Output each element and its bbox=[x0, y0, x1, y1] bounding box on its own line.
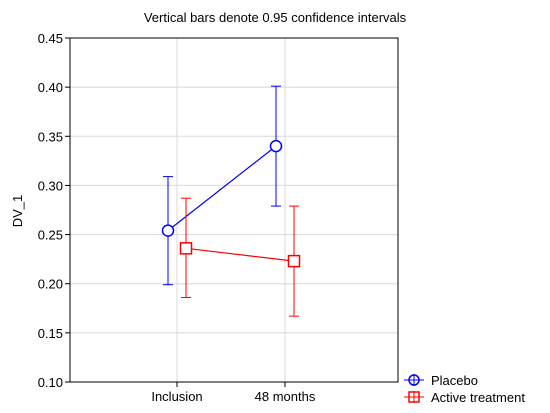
y-tick-label: 0.35 bbox=[38, 129, 63, 144]
data-point bbox=[161, 224, 175, 237]
data-point bbox=[179, 242, 193, 255]
plot-background bbox=[70, 38, 398, 382]
data-point bbox=[269, 139, 283, 153]
x-tick-label: Inclusion bbox=[151, 389, 202, 404]
chart-title: Vertical bars denote 0.95 confidence int… bbox=[144, 10, 407, 25]
y-tick-label: 0.10 bbox=[38, 375, 63, 390]
y-tick-label: 0.40 bbox=[38, 80, 63, 95]
legend-label: Placebo bbox=[431, 373, 478, 388]
data-point bbox=[287, 254, 301, 268]
legend: Placebo Active treatment bbox=[404, 373, 525, 405]
x-tick-label: 48 months bbox=[255, 389, 316, 404]
series-line bbox=[185, 247, 295, 262]
y-tick-label: 0.30 bbox=[38, 178, 63, 193]
legend-label: Active treatment bbox=[431, 390, 525, 405]
y-tick-label: 0.20 bbox=[38, 277, 63, 292]
y-tick-label: 0.15 bbox=[38, 326, 63, 341]
plot-area: 0.10 0.15 0.20 0.25 0.30 0.35 0.40 0.45 Inclusio… bbox=[38, 31, 399, 404]
y-axis-label: DV_1 bbox=[10, 195, 25, 228]
y-tick-label: 0.45 bbox=[38, 31, 63, 46]
y-tick-label: 0.25 bbox=[38, 228, 63, 243]
plot-frame bbox=[69, 37, 399, 383]
